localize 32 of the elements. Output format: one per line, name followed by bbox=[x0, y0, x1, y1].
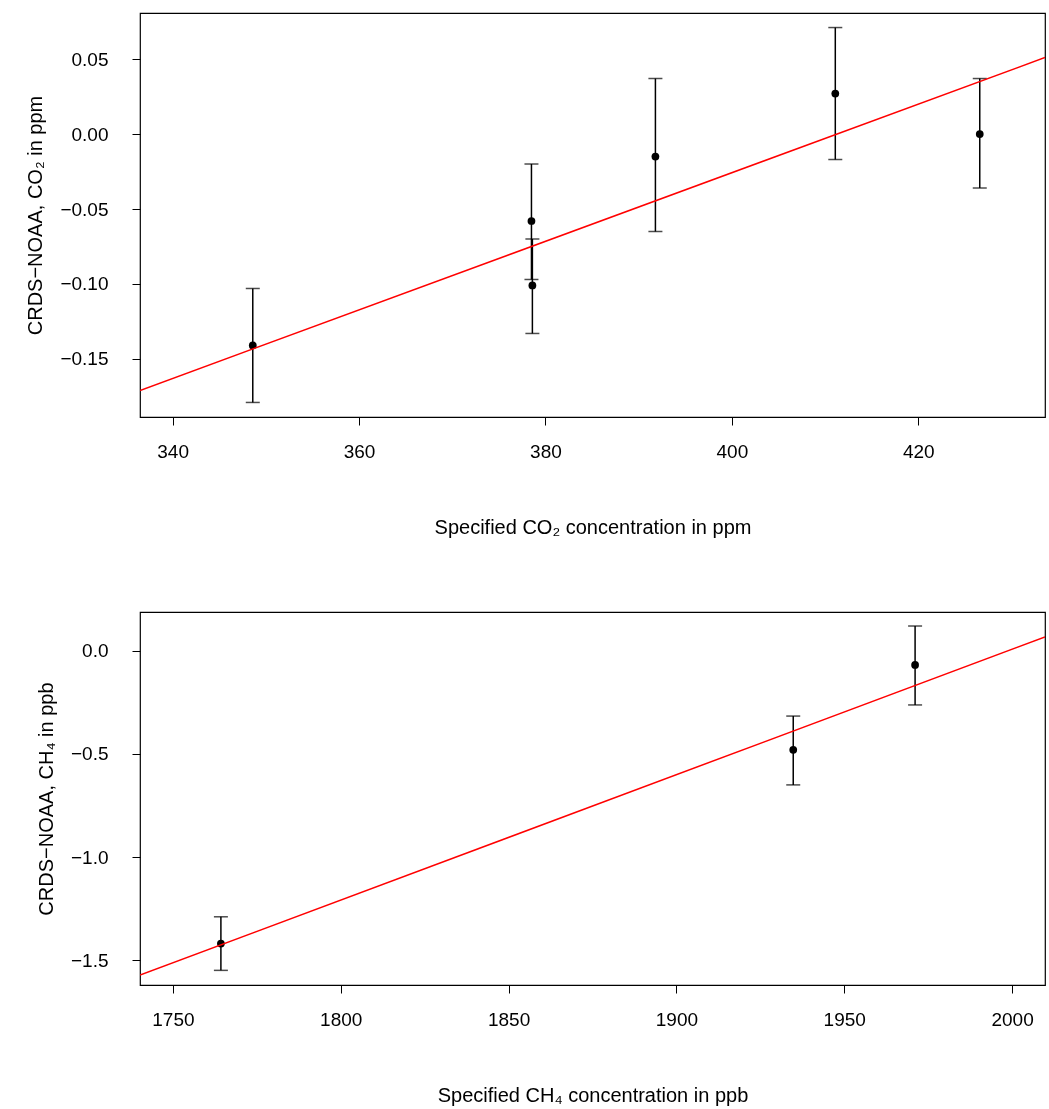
x-tick-label: 380 bbox=[530, 440, 562, 462]
x-tick-label: 1950 bbox=[823, 1008, 866, 1030]
x-tick-label: 1900 bbox=[655, 1008, 699, 1030]
x-tick-label: 360 bbox=[343, 440, 376, 462]
y-axis-title: CRDS−NOAA, CH₄ in ppb bbox=[34, 682, 57, 916]
point bbox=[528, 281, 537, 290]
y-tick-label: −0.15 bbox=[60, 348, 109, 370]
y-tick-label: −0.05 bbox=[60, 198, 109, 220]
point bbox=[911, 661, 919, 669]
x-tick-label: 1800 bbox=[320, 1008, 363, 1030]
x-tick-label: 420 bbox=[902, 440, 935, 462]
y-tick-label: −0.5 bbox=[70, 743, 109, 765]
x-tick-label: 2000 bbox=[991, 1008, 1034, 1030]
point bbox=[975, 130, 984, 138]
point bbox=[831, 89, 840, 98]
y-tick-label: 0.05 bbox=[71, 48, 109, 70]
y-tick-label: 0.00 bbox=[71, 123, 109, 145]
x-tick-label: 400 bbox=[716, 440, 749, 462]
x-tick-label: 1750 bbox=[152, 1008, 195, 1030]
y-tick-label: −1.0 bbox=[70, 846, 109, 868]
point bbox=[527, 217, 536, 225]
y-tick-label: −0.10 bbox=[60, 273, 109, 295]
point bbox=[651, 152, 660, 161]
y-tick-label: −1.5 bbox=[70, 949, 109, 971]
x-tick-label: 340 bbox=[157, 440, 189, 462]
x-axis-title: Specified CH₄ concentration in ppb bbox=[437, 1083, 749, 1106]
point bbox=[248, 341, 257, 350]
y-tick-label: 0.0 bbox=[82, 640, 109, 662]
x-tick-label: 1850 bbox=[487, 1008, 531, 1030]
y-axis-title: CRDS−NOAA, CO₂ in ppm bbox=[24, 95, 47, 336]
x-axis-title: Specified CO₂ concentration in ppm bbox=[434, 515, 752, 538]
point bbox=[789, 746, 798, 754]
